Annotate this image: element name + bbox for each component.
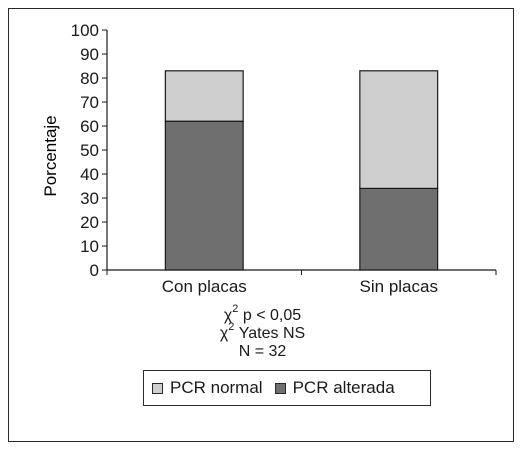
bar-segment-normal [164, 70, 244, 122]
y-tick-label: 40 [80, 165, 99, 184]
chi-exponent: 2 [232, 302, 239, 315]
y-tick-label: 80 [80, 69, 99, 88]
y-axis-title: Porcentaje [41, 115, 60, 196]
x-category-label: Con placas [162, 277, 247, 296]
y-tick-label: 50 [80, 141, 99, 160]
y-tick-label: 90 [80, 45, 99, 64]
bar-segment-alterada [359, 187, 439, 271]
sample-size: N = 32 [238, 343, 287, 360]
y-tick-label: 0 [90, 261, 99, 280]
chi-exponent-yates: 2 [228, 320, 235, 333]
y-tick-label: 60 [80, 117, 99, 136]
y-tick-label: 20 [80, 213, 99, 232]
y-tick-label: 30 [80, 189, 99, 208]
legend-item-normal: PCR normal [152, 378, 263, 398]
yates-line: χ2 Yates NS [0, 321, 525, 342]
chart-frame [8, 8, 514, 442]
x-category-label: Sin placas [360, 277, 438, 296]
bar-segment-alterada [164, 120, 244, 271]
chi-square-result: p < 0,05 [238, 307, 302, 324]
legend-label-normal: PCR normal [170, 378, 263, 397]
legend-label-alterada: PCR alterada [292, 378, 395, 397]
yates-result: Yates NS [234, 325, 306, 342]
y-tick-label: 10 [80, 237, 99, 256]
bar-segment-normal [359, 70, 439, 190]
y-tick-label: 70 [80, 93, 99, 112]
legend-swatch-alterada [274, 382, 286, 394]
chi-square-line: χ2 p < 0,05 [0, 303, 525, 324]
chi-symbol: χ [223, 307, 233, 324]
legend-item-alterada: PCR alterada [274, 378, 395, 398]
legend: PCR normal PCR alterada [143, 370, 431, 406]
y-tick-label: 100 [71, 21, 99, 40]
legend-swatch-normal [152, 382, 163, 394]
chi-symbol-yates: χ [219, 325, 229, 342]
